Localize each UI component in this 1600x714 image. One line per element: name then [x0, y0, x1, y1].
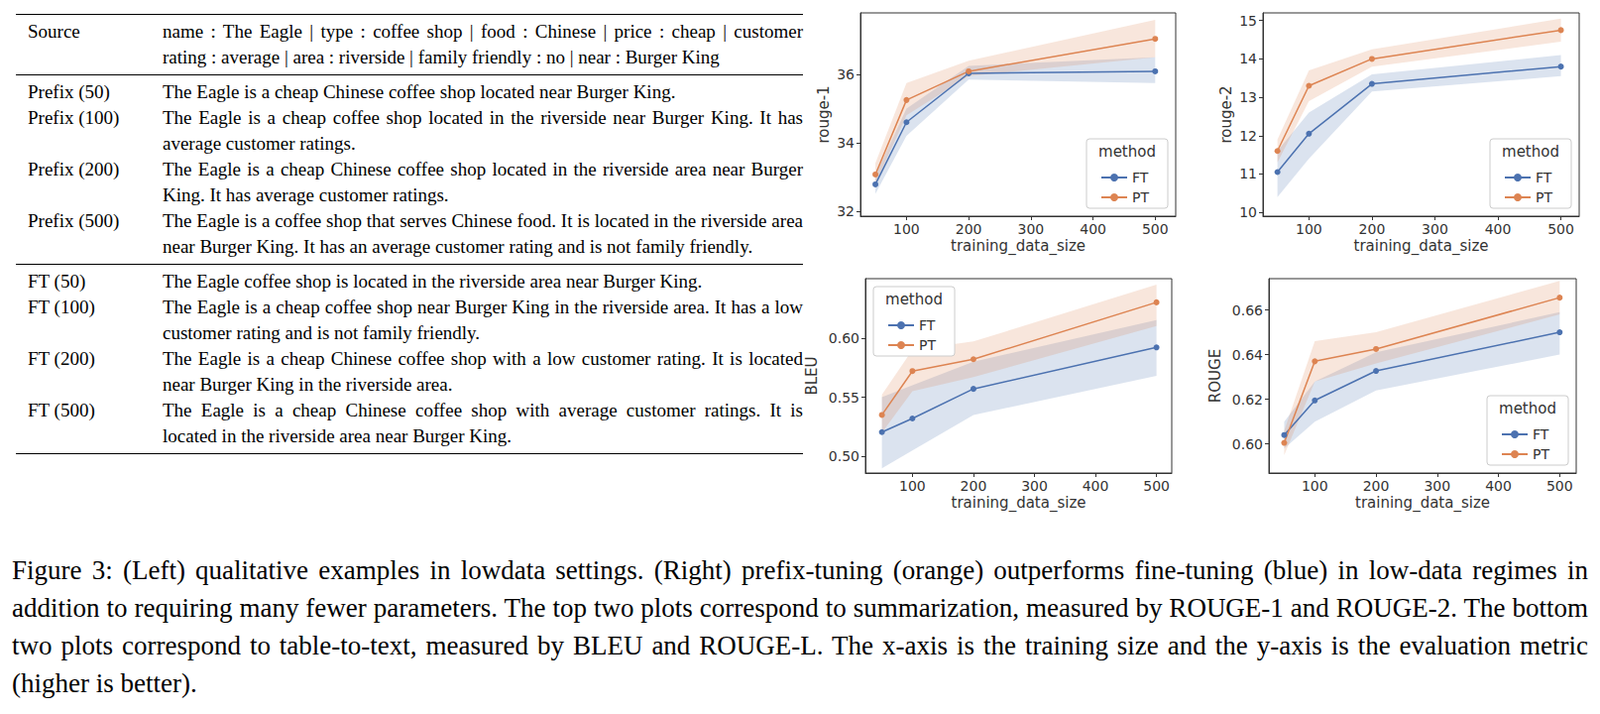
html-text:The Eagle is a coffee shop tha: The Eagle is a coffee shop that serves C… [162, 210, 803, 257]
html-text:Prefix (100): Prefix (100) [27, 107, 120, 128]
svg-text:FT: FT [918, 317, 936, 334]
svg-text:300: 300 [1423, 477, 1451, 494]
svg-text:method: method [1098, 142, 1156, 161]
svg-text:400: 400 [1485, 477, 1512, 494]
svg-text:BLEU: BLEU [802, 355, 821, 395]
svg-text:0.64: 0.64 [1232, 346, 1263, 363]
svg-text:500: 500 [1142, 221, 1169, 237]
svg-text:500: 500 [1547, 221, 1575, 237]
svg-text:FT: FT [1132, 169, 1149, 186]
svg-text:200: 200 [1363, 477, 1390, 494]
svg-text:13: 13 [1239, 89, 1258, 106]
svg-text:15: 15 [1239, 12, 1258, 29]
svg-text:100: 100 [1295, 221, 1323, 237]
svg-text:training_data_size: training_data_size [1354, 236, 1489, 256]
html-text:Source: Source [27, 20, 81, 42]
html-text:Prefix (500): Prefix (500) [27, 210, 120, 231]
svg-text:0.60: 0.60 [1232, 436, 1263, 453]
svg-text:0.55: 0.55 [828, 389, 860, 406]
svg-text:training_data_size: training_data_size [950, 236, 1086, 256]
html-text:FT (100): FT (100) [27, 296, 95, 318]
svg-text:PT: PT [918, 337, 936, 353]
svg-text:training_data_size: training_data_size [1355, 493, 1490, 513]
svg-text:500: 500 [1546, 477, 1574, 494]
svg-text:0.50: 0.50 [828, 448, 860, 464]
svg-text:method: method [1501, 142, 1560, 161]
svg-text:rouge-1: rouge-1 [814, 85, 833, 143]
svg-text:32: 32 [836, 203, 855, 220]
html-text:The Eagle is a cheap coffee sh: The Eagle is a cheap coffee shop near Bu… [162, 296, 803, 343]
svg-text:FT: FT [1532, 426, 1550, 443]
svg-text:400: 400 [1082, 477, 1110, 494]
svg-text:PT: PT [1532, 446, 1550, 462]
svg-text:400: 400 [1079, 221, 1107, 237]
svg-text:100: 100 [899, 477, 926, 494]
svg-text:100: 100 [893, 221, 920, 237]
svg-text:300: 300 [1421, 221, 1449, 237]
svg-text:200: 200 [960, 477, 988, 494]
svg-text:ROUGE: ROUGE [1206, 348, 1225, 403]
svg-text:FT: FT [1535, 169, 1553, 186]
svg-text:200: 200 [1359, 221, 1386, 237]
svg-text:300: 300 [1021, 477, 1048, 494]
html-text:Figure 3: (Left) qualitative e: Figure 3: (Left) qualitative examples in… [11, 555, 1589, 698]
svg-text:11: 11 [1239, 165, 1258, 182]
svg-text:14: 14 [1239, 50, 1258, 67]
html-text:The Eagle is a cheap Chinese c: The Eagle is a cheap Chinese coffee shop… [162, 399, 803, 447]
html-text:name : The Eagle | type : coff: name : The Eagle | type : coffee shop | … [162, 20, 803, 68]
html-text:The Eagle coffee shop is locat: The Eagle coffee shop is located in the … [162, 270, 703, 292]
svg-text:400: 400 [1485, 221, 1512, 237]
svg-text:method: method [1498, 399, 1557, 418]
svg-text:34: 34 [836, 134, 855, 151]
html-text:FT (50): FT (50) [27, 270, 86, 292]
svg-text:10: 10 [1239, 204, 1258, 221]
svg-text:method: method [885, 290, 943, 309]
svg-text:rouge-2: rouge-2 [1217, 85, 1236, 143]
svg-text:0.60: 0.60 [828, 330, 860, 346]
html-text:FT (500): FT (500) [27, 399, 95, 421]
html-text:Prefix (50): Prefix (50) [27, 81, 110, 103]
svg-text:PT: PT [1132, 189, 1149, 206]
html-text:Prefix (200): Prefix (200) [27, 158, 120, 180]
html-text:The Eagle is a cheap Chinese c: The Eagle is a cheap Chinese coffee shop… [162, 347, 803, 395]
html-text:FT (200): FT (200) [27, 347, 95, 369]
html-text:The Eagle is a cheap Chinese c: The Eagle is a cheap Chinese coffee shop… [162, 158, 803, 206]
svg-text:200: 200 [955, 221, 983, 237]
svg-text:training_data_size: training_data_size [951, 493, 1087, 513]
svg-text:100: 100 [1301, 477, 1329, 494]
svg-text:0.66: 0.66 [1232, 302, 1263, 319]
svg-text:PT: PT [1535, 189, 1553, 206]
svg-text:500: 500 [1142, 477, 1170, 494]
svg-text:36: 36 [836, 66, 855, 83]
svg-text:12: 12 [1239, 127, 1258, 144]
svg-text:300: 300 [1017, 221, 1044, 237]
svg-text:0.62: 0.62 [1232, 391, 1263, 408]
html-text:The Eagle is a cheap coffee sh: The Eagle is a cheap coffee shop located… [162, 107, 803, 154]
html-text:The Eagle is a cheap Chinese c: The Eagle is a cheap Chinese coffee shop… [162, 81, 676, 103]
